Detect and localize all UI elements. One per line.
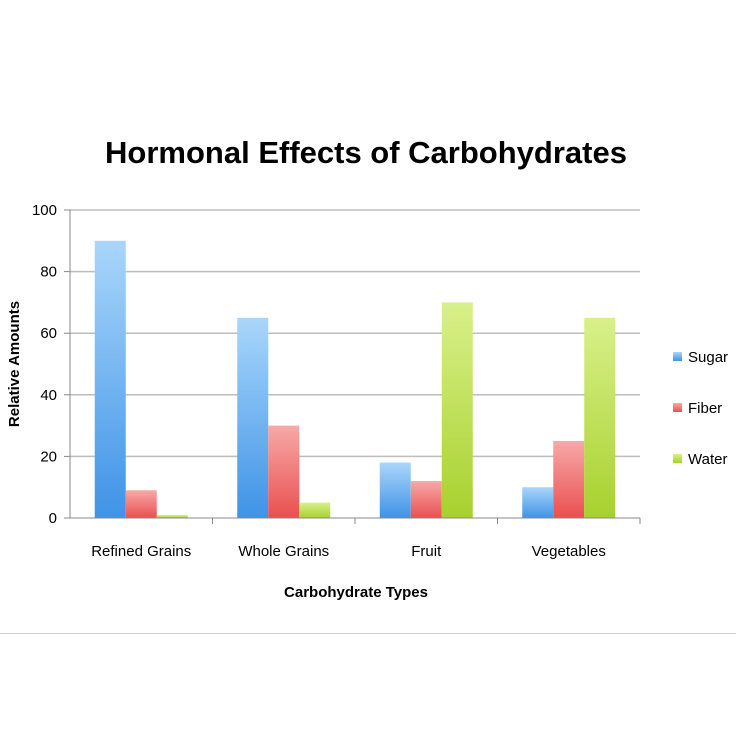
bar-water-whole-grains (299, 502, 331, 518)
legend-label-sugar: Sugar (688, 349, 728, 366)
bar-water-fruit (441, 302, 473, 518)
gridlines (70, 209, 640, 458)
legend-label-water: Water (688, 451, 727, 468)
y-tick-label: 80 (40, 264, 57, 281)
y-tick-labels: 0 20 40 60 80 100 (32, 202, 70, 527)
x-tick-label: Whole Grains (238, 543, 329, 560)
bars (94, 240, 616, 519)
bar-fiber-whole-grains (268, 425, 300, 518)
bar-fiber-vegetables (553, 441, 585, 518)
page-divider (0, 633, 736, 634)
bar-fiber-fruit (410, 481, 442, 518)
bar-sugar-refined-grains (94, 240, 126, 519)
legend-swatch-water (673, 454, 682, 463)
y-tick-label: 20 (40, 448, 57, 465)
bar-fiber-refined-grains (125, 490, 157, 518)
x-tick-label: Refined Grains (91, 543, 191, 560)
x-tick-label: Vegetables (532, 543, 606, 560)
y-tick-label: 40 (40, 387, 57, 404)
legend-swatch-fiber (673, 403, 682, 412)
legend-label-fiber: Fiber (688, 400, 722, 417)
bar-water-vegetables (584, 317, 616, 518)
bar-sugar-whole-grains (237, 317, 269, 518)
bar-sugar-fruit (379, 462, 411, 518)
legend-swatch-sugar (673, 352, 682, 361)
x-tick-labels: Refined Grains Whole Grains Fruit Vegetable… (91, 518, 641, 560)
legend: Sugar Fiber Water (673, 349, 728, 468)
y-tick-label: 0 (49, 510, 57, 527)
x-axis-title: Carbohydrate Types (284, 584, 428, 601)
y-axis-title: Relative Amounts (6, 301, 23, 427)
bar-sugar-vegetables (522, 487, 554, 518)
chart-title: Hormonal Effects of Carbohydrates (105, 135, 627, 170)
bar-water-refined-grains (156, 514, 188, 518)
y-tick-label: 100 (32, 202, 57, 219)
y-tick-label: 60 (40, 325, 57, 342)
x-tick-label: Fruit (411, 543, 442, 560)
